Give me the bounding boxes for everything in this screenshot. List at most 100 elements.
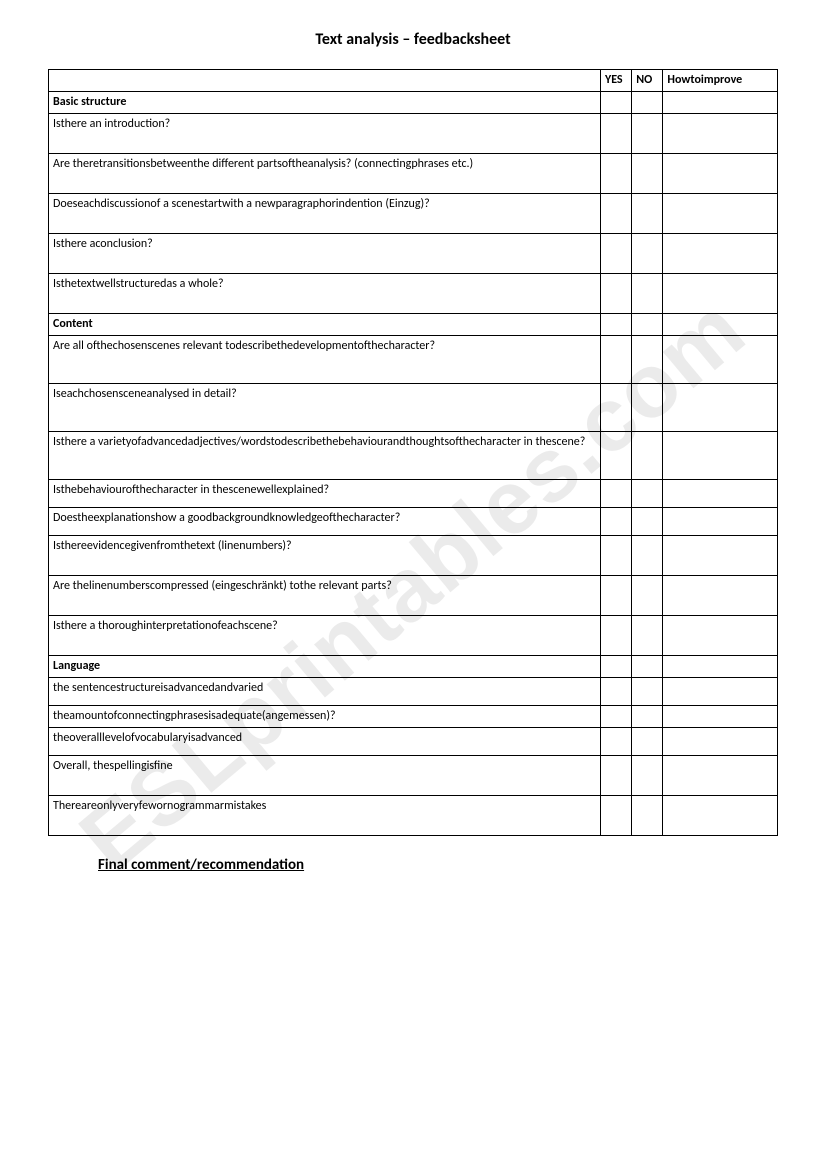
no-cell[interactable] bbox=[632, 508, 663, 536]
how-to-improve-cell[interactable] bbox=[663, 234, 778, 274]
yes-cell[interactable] bbox=[600, 384, 631, 432]
section-header-row: Content bbox=[49, 314, 778, 336]
no-cell[interactable] bbox=[632, 536, 663, 576]
how-to-improve-cell[interactable] bbox=[663, 114, 778, 154]
yes-cell[interactable] bbox=[600, 536, 631, 576]
page-title: Text analysis – feedbacksheet bbox=[48, 30, 778, 49]
yes-cell[interactable] bbox=[600, 274, 631, 314]
yes-cell[interactable] bbox=[600, 432, 631, 480]
table-row: theoveralllevelofvocabularyisadvanced bbox=[49, 728, 778, 756]
table-row: the sentencestructureisadvancedandvaried bbox=[49, 678, 778, 706]
how-to-improve-cell[interactable] bbox=[663, 536, 778, 576]
no-cell[interactable] bbox=[632, 194, 663, 234]
no-cell[interactable] bbox=[632, 728, 663, 756]
table-row: Isthere an introduction? bbox=[49, 114, 778, 154]
yes-cell[interactable] bbox=[600, 194, 631, 234]
yes-cell[interactable] bbox=[600, 706, 631, 728]
no-cell[interactable] bbox=[632, 706, 663, 728]
no-cell[interactable] bbox=[632, 616, 663, 656]
how-to-improve-cell[interactable] bbox=[663, 616, 778, 656]
table-row: Isthere a varietyofadvancedadjectives/wo… bbox=[49, 432, 778, 480]
yes-cell[interactable] bbox=[600, 234, 631, 274]
how-to-improve-cell[interactable] bbox=[663, 432, 778, 480]
yes-cell[interactable] bbox=[600, 480, 631, 508]
question-cell: Isthereevidencegivenfromthetext (linenum… bbox=[49, 536, 601, 576]
how-to-improve-cell[interactable] bbox=[663, 706, 778, 728]
table-row: Are all ofthechosenscenes relevant todes… bbox=[49, 336, 778, 384]
question-cell: Are theretransitionsbetweenthe different… bbox=[49, 154, 601, 194]
how-to-improve-cell[interactable] bbox=[663, 336, 778, 384]
table-row: Isthere aconclusion? bbox=[49, 234, 778, 274]
header-row: YES NO Howtoimprove bbox=[49, 70, 778, 92]
table-row: Isthebehaviourofthecharacter in thescene… bbox=[49, 480, 778, 508]
empty-cell bbox=[632, 92, 663, 114]
header-how: Howtoimprove bbox=[663, 70, 778, 92]
how-to-improve-cell[interactable] bbox=[663, 274, 778, 314]
yes-cell[interactable] bbox=[600, 616, 631, 656]
how-to-improve-cell[interactable] bbox=[663, 728, 778, 756]
how-to-improve-cell[interactable] bbox=[663, 508, 778, 536]
empty-cell bbox=[663, 92, 778, 114]
yes-cell[interactable] bbox=[600, 576, 631, 616]
no-cell[interactable] bbox=[632, 234, 663, 274]
question-cell: Are thelinenumberscompressed (eingeschrä… bbox=[49, 576, 601, 616]
section-name: Basic structure bbox=[49, 92, 601, 114]
how-to-improve-cell[interactable] bbox=[663, 384, 778, 432]
question-cell: Isthere a thoroughinterpretationofeachsc… bbox=[49, 616, 601, 656]
how-to-improve-cell[interactable] bbox=[663, 194, 778, 234]
final-comment-heading: Final comment/recommendation bbox=[98, 856, 778, 874]
table-row: Iseachchosensceneanalysed in detail? bbox=[49, 384, 778, 432]
empty-cell bbox=[663, 656, 778, 678]
no-cell[interactable] bbox=[632, 796, 663, 836]
yes-cell[interactable] bbox=[600, 756, 631, 796]
yes-cell[interactable] bbox=[600, 728, 631, 756]
yes-cell[interactable] bbox=[600, 796, 631, 836]
section-name: Language bbox=[49, 656, 601, 678]
no-cell[interactable] bbox=[632, 384, 663, 432]
empty-cell bbox=[600, 656, 631, 678]
how-to-improve-cell[interactable] bbox=[663, 796, 778, 836]
yes-cell[interactable] bbox=[600, 508, 631, 536]
question-cell: Iseachchosensceneanalysed in detail? bbox=[49, 384, 601, 432]
header-yes: YES bbox=[600, 70, 631, 92]
header-no: NO bbox=[632, 70, 663, 92]
table-row: Overall, thespellingisfine bbox=[49, 756, 778, 796]
yes-cell[interactable] bbox=[600, 154, 631, 194]
question-cell: Doeseachdiscussionof a scenestartwith a … bbox=[49, 194, 601, 234]
question-cell: Thereareonlyveryfewornogrammarmistakes bbox=[49, 796, 601, 836]
empty-cell bbox=[663, 314, 778, 336]
table-row: Are theretransitionsbetweenthe different… bbox=[49, 154, 778, 194]
question-cell: Overall, thespellingisfine bbox=[49, 756, 601, 796]
no-cell[interactable] bbox=[632, 432, 663, 480]
table-row: Are thelinenumberscompressed (eingeschrä… bbox=[49, 576, 778, 616]
how-to-improve-cell[interactable] bbox=[663, 154, 778, 194]
header-question bbox=[49, 70, 601, 92]
no-cell[interactable] bbox=[632, 154, 663, 194]
no-cell[interactable] bbox=[632, 274, 663, 314]
empty-cell bbox=[600, 314, 631, 336]
table-row: Thereareonlyveryfewornogrammarmistakes bbox=[49, 796, 778, 836]
yes-cell[interactable] bbox=[600, 336, 631, 384]
table-row: Isthetextwellstructuredas a whole? bbox=[49, 274, 778, 314]
no-cell[interactable] bbox=[632, 480, 663, 508]
question-cell: Isthere aconclusion? bbox=[49, 234, 601, 274]
yes-cell[interactable] bbox=[600, 678, 631, 706]
question-cell: Isthetextwellstructuredas a whole? bbox=[49, 274, 601, 314]
section-header-row: Basic structure bbox=[49, 92, 778, 114]
question-cell: Doestheexplanationshow a goodbackgroundk… bbox=[49, 508, 601, 536]
how-to-improve-cell[interactable] bbox=[663, 576, 778, 616]
how-to-improve-cell[interactable] bbox=[663, 480, 778, 508]
question-cell: Isthebehaviourofthecharacter in thescene… bbox=[49, 480, 601, 508]
empty-cell bbox=[632, 314, 663, 336]
no-cell[interactable] bbox=[632, 756, 663, 796]
question-cell: Are all ofthechosenscenes relevant todes… bbox=[49, 336, 601, 384]
no-cell[interactable] bbox=[632, 576, 663, 616]
no-cell[interactable] bbox=[632, 678, 663, 706]
no-cell[interactable] bbox=[632, 114, 663, 154]
how-to-improve-cell[interactable] bbox=[663, 678, 778, 706]
table-row: Isthereevidencegivenfromthetext (linenum… bbox=[49, 536, 778, 576]
no-cell[interactable] bbox=[632, 336, 663, 384]
how-to-improve-cell[interactable] bbox=[663, 756, 778, 796]
yes-cell[interactable] bbox=[600, 114, 631, 154]
question-cell: Isthere an introduction? bbox=[49, 114, 601, 154]
